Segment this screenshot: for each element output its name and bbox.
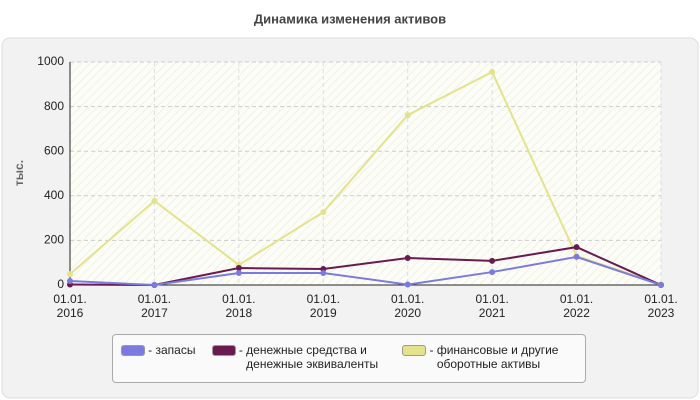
y-tick-label: 800 (44, 99, 64, 113)
x-tick-label: 01.01. 2020 (391, 292, 425, 320)
legend-dash: - (148, 343, 156, 357)
data-point (489, 69, 496, 76)
data-point (404, 281, 411, 288)
x-tick-label: 01.01. 2019 (306, 292, 340, 320)
data-point (658, 282, 664, 288)
y-tick-label: 0 (57, 277, 64, 291)
chart-title: Динамика изменения активов (254, 11, 446, 26)
x-tick-label: 01.01. 2018 (222, 292, 256, 320)
data-point (320, 269, 327, 276)
legend-swatch (211, 345, 236, 356)
data-point (235, 265, 242, 272)
legend: - запасы - денежные средства и денежные э… (112, 334, 586, 383)
y-axis-label: тыс. (12, 160, 26, 186)
legend-swatch (402, 345, 427, 356)
data-point (151, 282, 158, 288)
legend-label: финансовые и другие оборотные активы (436, 343, 559, 371)
y-tick-label: 200 (44, 233, 64, 247)
data-point (151, 197, 158, 204)
data-point (404, 255, 411, 262)
legend-label: запасы (155, 343, 196, 357)
x-tick-label: 01.01. 2017 (137, 292, 172, 320)
y-tick-label: 600 (44, 143, 64, 157)
series-line (69, 70, 662, 286)
x-tick-label: 01.01. 2016 (53, 292, 87, 320)
legend-swatch (121, 345, 146, 356)
x-tick-label: 01.01. 2021 (475, 292, 509, 320)
x-tick-label: 01.01. 2023 (644, 292, 678, 320)
legend-dash: - (429, 343, 437, 357)
data-point (489, 257, 496, 264)
data-point (573, 253, 580, 260)
legend-label: денежные средства и денежные эквиваленты (246, 343, 379, 371)
data-point (67, 271, 73, 278)
plot-area (70, 62, 661, 285)
y-tick-label: 1000 (37, 54, 64, 68)
data-point (489, 269, 496, 276)
x-tick-label: 01.01. 2022 (559, 292, 594, 320)
data-point (404, 112, 411, 119)
legend-dash: - (238, 343, 247, 357)
legend-item: - запасы (121, 343, 195, 357)
data-point (67, 277, 73, 284)
legend-item: - денежные средства и денежные эквивален… (211, 343, 386, 371)
data-point (573, 244, 580, 251)
data-point (235, 269, 242, 276)
y-tick-label: 400 (44, 188, 64, 202)
data-point (320, 209, 327, 216)
legend-item: - финансовые и другие оборотные активы (402, 343, 576, 371)
series-line (69, 255, 662, 287)
